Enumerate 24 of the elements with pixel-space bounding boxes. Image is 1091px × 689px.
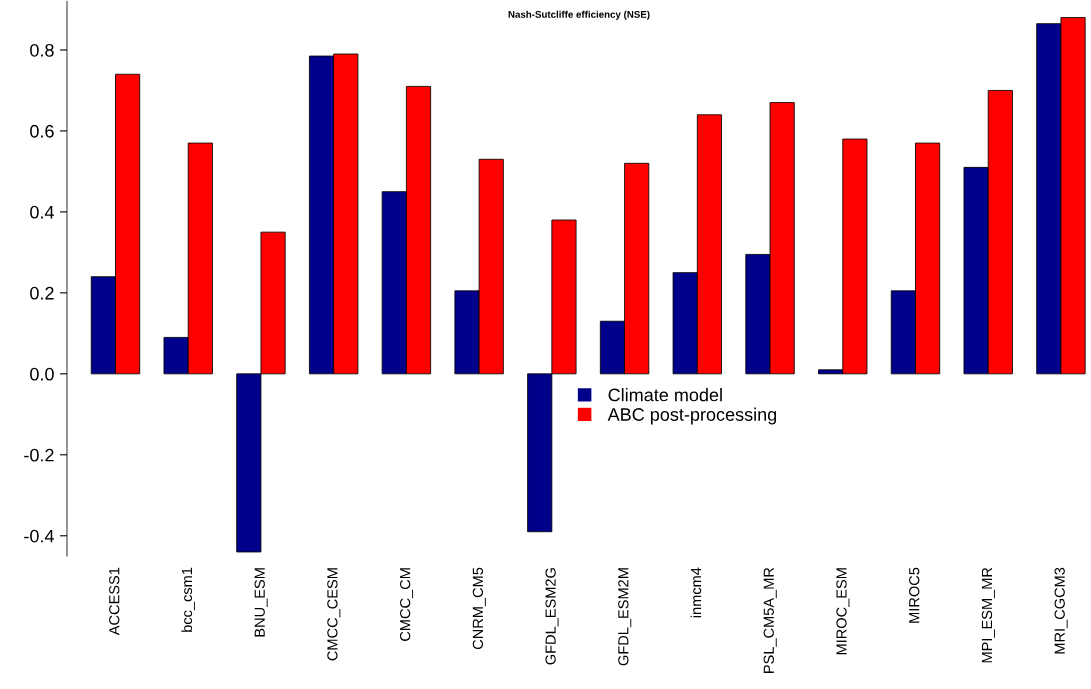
y-tick-label: -0.2 [24, 448, 54, 462]
x-tick-label: MPI_ESM_MR [981, 567, 995, 663]
x-tick-label: MRI_CGCM3 [1054, 567, 1068, 654]
x-tick-label: inmcm4 [690, 567, 702, 618]
x-tick-label: CNRM_CM5 [472, 567, 486, 650]
x-tick-label: MIROC5 [909, 567, 920, 623]
legend-label: Climate model [608, 388, 722, 402]
y-tick-label: 0.0 [30, 367, 54, 381]
legend-label: ABC post-processing [607, 407, 777, 425]
text: Nash-Sutcliffe efficiency (NSE) [508, 10, 650, 20]
x-tick-label: GFDL_ESM2G [545, 568, 559, 665]
x-tick-label: MIROC_ESM [836, 568, 850, 655]
y-tick-label: 0.6 [30, 124, 54, 138]
y-tick-label: -0.4 [24, 529, 54, 543]
x-tick-label: BNU_ESM [254, 568, 268, 637]
x-tick-label: PSL_CM5A_MR [763, 567, 777, 673]
x-tick-label: ACCESS1 [109, 567, 120, 636]
y-tick-label: 0.2 [30, 286, 54, 300]
x-tick-label: GFDL_ESM2M [618, 568, 632, 666]
x-tick-label: CMCC_CM [399, 568, 414, 641]
x-tick-label: bcc_csm1 [181, 567, 195, 632]
y-tick-label: 0.8 [30, 43, 54, 57]
y-tick-label: 0.4 [30, 205, 54, 219]
x-tick-label: CMCC_CESM [327, 568, 341, 661]
